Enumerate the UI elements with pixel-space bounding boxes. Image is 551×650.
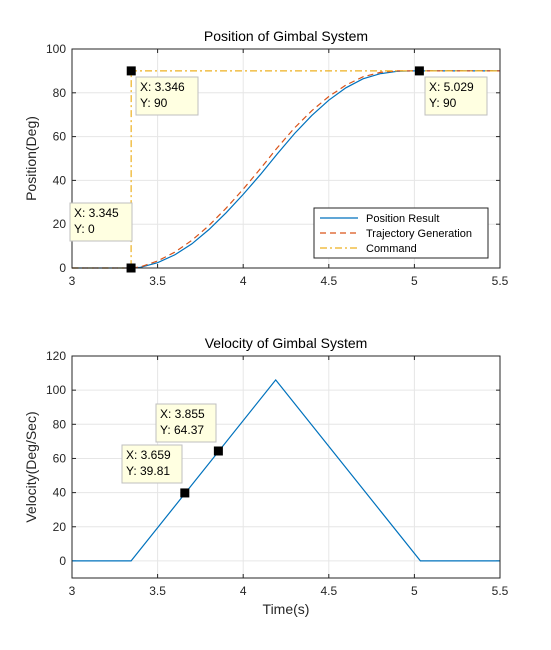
x-tick-label: 5.5 [492,584,509,598]
datatip-box [69,202,133,242]
datatip-text: Y: 90 [429,96,457,110]
x-tick-label: 3 [69,584,76,598]
axes-box-1 [71,355,501,579]
x-tick-label: 5 [411,274,418,288]
datatip-marker[interactable] [213,446,223,456]
y-tick-label: 60 [53,130,67,144]
x-axis-label: Time(s) [263,601,310,617]
x-tick-label: 5.5 [492,274,509,288]
legend-label: Trajectory Generation [366,228,472,240]
y-tick-label: 60 [53,451,67,465]
y-tick-label: 20 [53,520,67,534]
x-tick-label: 4 [240,584,247,598]
y-tick-label: 40 [53,486,67,500]
datatip-text: Y: 39.81 [126,464,170,478]
datatip-box [135,76,199,116]
datatip-box [155,403,217,443]
x-tick-label: 5 [411,584,418,598]
x-tick-label: 3.5 [149,274,166,288]
y-tick-label: 0 [59,261,66,275]
datatip-box [121,444,183,484]
axes-box-0 [71,48,501,269]
y-tick-label: 120 [46,349,66,363]
datatip-box [424,76,488,116]
datatip-text: Y: 90 [140,96,168,110]
x-tick-label: 4.5 [320,274,337,288]
series-line-command [72,70,500,269]
x-tick-label: 4.5 [320,584,337,598]
datatip-text: X: 3.346 [140,80,185,94]
chart-title: Position of Gimbal System [204,28,368,44]
y-tick-label: 100 [46,42,66,56]
datatip-text: Y: 64.37 [160,423,204,437]
chart-title: Velocity of Gimbal System [205,335,368,351]
series-line-velocity [72,378,500,562]
y-axis-label: Velocity(Deg/Sec) [23,411,39,522]
datatip-marker[interactable] [180,488,190,498]
datatip-text: X: 5.029 [429,80,474,94]
legend-label: Command [366,243,417,255]
datatip-marker[interactable] [126,66,136,76]
datatip-marker[interactable] [414,66,424,76]
datatip-text: X: 3.659 [126,448,171,462]
y-tick-label: 80 [53,86,67,100]
legend-label: Position Result [366,213,439,225]
x-tick-label: 4 [240,274,247,288]
datatip-text: X: 3.345 [74,206,119,220]
y-tick-label: 100 [46,383,66,397]
y-tick-label: 80 [53,417,67,431]
datatip-marker[interactable] [126,263,136,273]
datatip-text: X: 3.855 [160,407,205,421]
y-tick-label: 0 [59,554,66,568]
datatip-text: Y: 0 [74,222,95,236]
y-tick-label: 40 [53,173,67,187]
y-axis-label: Position(Deg) [23,116,39,201]
x-tick-label: 3.5 [149,584,166,598]
x-tick-label: 3 [69,274,76,288]
y-tick-label: 20 [53,217,67,231]
